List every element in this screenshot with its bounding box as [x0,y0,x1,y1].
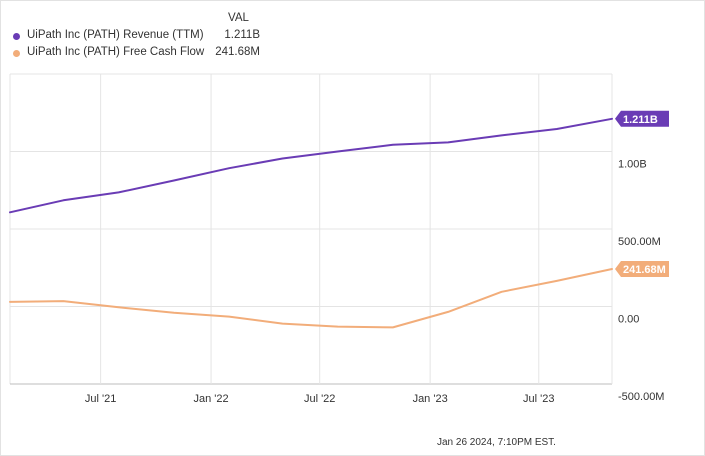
series-end-label-0: 1.211B [615,110,669,127]
x-tick-label: Jul '23 [523,393,554,405]
series-end-label-1: 241.68M [615,261,669,278]
legend-item-free-cash-flow[interactable]: UiPath Inc (PATH) Free Cash Flow 241.68M [10,46,260,62]
y-tick-label: 1.00B [618,159,647,171]
series-end-label-text: 241.68M [623,264,666,276]
legend-item-name: UiPath Inc (PATH) Revenue (TTM) [27,29,204,41]
legend-item-value: 241.68M [215,46,260,58]
legend-item-revenue[interactable]: UiPath Inc (PATH) Revenue (TTM) 1.211B [10,29,260,45]
legend-header: VAL [228,12,249,24]
x-tick-label: Jul '21 [85,393,116,405]
legend-item-name: UiPath Inc (PATH) Free Cash Flow [27,46,205,58]
y-tick-label: -500.00M [618,391,664,403]
timestamp-footer: Jan 26 2024, 7:10PM EST. [437,437,556,448]
legend-dot-revenue [13,33,20,40]
y-tick-label: 500.00M [618,236,661,248]
series-line-1 [9,268,613,329]
x-tick-label: Jan '23 [413,393,448,405]
legend-item-value: 1.211B [224,29,260,41]
series-line-0 [9,117,613,214]
legend-dot-free-cash-flow [13,50,20,57]
y-tick-label: 0.00 [618,314,639,326]
x-tick-label: Jul '22 [304,393,335,405]
x-tick-label: Jan '22 [193,393,228,405]
series-end-label-bg [615,110,669,127]
series-end-label-text: 1.211B [623,114,658,126]
series-end-label-bg [615,261,669,278]
